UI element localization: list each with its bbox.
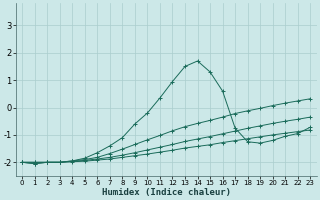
- X-axis label: Humidex (Indice chaleur): Humidex (Indice chaleur): [102, 188, 231, 197]
